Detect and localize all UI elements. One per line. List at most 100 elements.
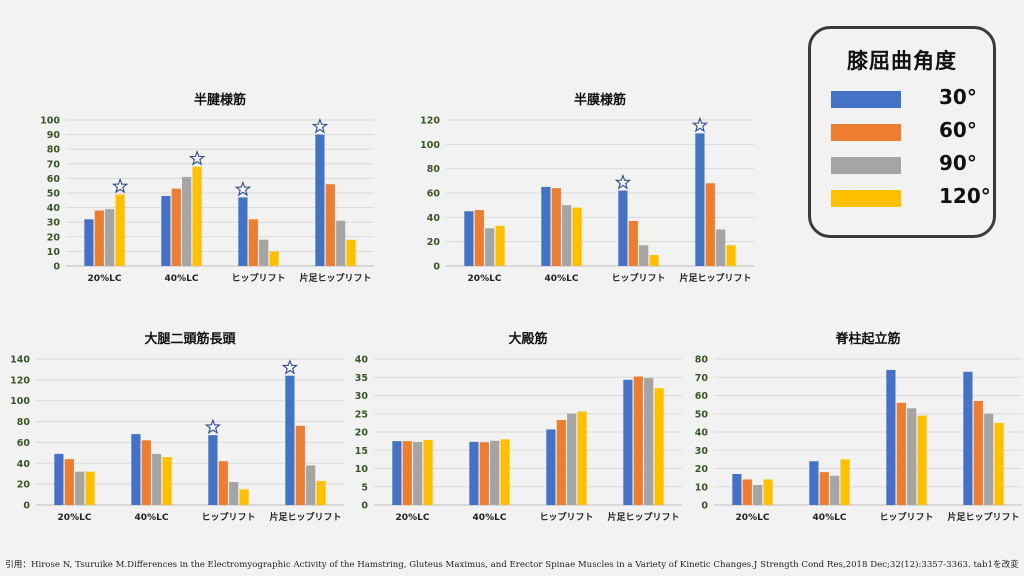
bar [141, 440, 151, 505]
y-tick-label: 40 [695, 428, 709, 439]
y-tick-label: 20 [17, 480, 31, 491]
y-tick-label: 25 [355, 409, 368, 420]
x-category-label: 40%LC [473, 513, 507, 523]
x-category-label: 20%LC [468, 274, 502, 284]
bar [238, 197, 248, 266]
bar [819, 472, 829, 505]
bar [182, 176, 192, 266]
bar [115, 194, 125, 266]
legend-swatch [831, 157, 901, 174]
bar [336, 220, 346, 266]
x-category-label: 20%LC [396, 513, 430, 523]
citation-text: 引用：Hirose N, Tsuruike M.Differences in t… [5, 560, 1019, 570]
bar [546, 429, 556, 505]
bar [402, 441, 412, 505]
y-tick-label: 140 [10, 355, 30, 366]
bar [809, 461, 819, 505]
bar [208, 435, 218, 505]
bar [75, 471, 85, 505]
x-category-label: ヒップリフト [231, 272, 285, 284]
bar [551, 188, 561, 266]
chart-title: 脊柱起立筋 [834, 331, 900, 347]
bar [105, 209, 115, 266]
y-tick-label: 5 [361, 482, 368, 493]
bar [162, 457, 172, 505]
y-tick-label: 35 [355, 373, 368, 384]
x-category-label: 20%LC [88, 274, 122, 284]
chart-biceps-femoris-long-head: 大腿二頭筋長頭 0 20 40 60 80 100 120 140 20%LC 40%LC ヒップリフ… [0, 325, 350, 525]
chart-svg: 半膜様筋 0 20 40 60 80 100 120 20%LC 40%LC ヒップリフト 片足ヒップ… [420, 92, 754, 284]
y-tick-label: 40 [427, 213, 441, 224]
bar [152, 453, 162, 505]
y-tick-label: 70 [47, 159, 61, 170]
y-tick-label: 0 [23, 501, 30, 512]
bar [639, 245, 649, 266]
bar [984, 413, 994, 505]
y-tick-label: 60 [17, 438, 31, 449]
bar [716, 229, 726, 266]
bar [577, 411, 587, 505]
bar [94, 210, 104, 266]
chart-semimembranosus: 半膜様筋 0 20 40 60 80 100 120 20%LC 40%LC ヒップリフト 片足ヒップ… [410, 86, 760, 286]
bar [54, 453, 64, 505]
legend-swatch [831, 124, 901, 141]
y-tick-label: 80 [695, 355, 709, 366]
legend-swatch [831, 91, 901, 108]
bar [695, 133, 705, 266]
bar [567, 413, 577, 505]
bar [830, 475, 840, 505]
chart-semitendinosus: 半腱様筋 0 10 20 30 40 50 60 70 80 90 100 20%LC 40%LC ヒップリ… [30, 86, 380, 286]
y-tick-label: 120 [10, 375, 30, 386]
y-tick-label: 20 [695, 464, 709, 475]
x-category-label: ヒップリフト [539, 511, 593, 523]
x-category-label: 40%LC [165, 274, 199, 284]
legend-label: 120° [939, 184, 991, 208]
bar [218, 461, 228, 505]
bar [556, 419, 566, 505]
bar [623, 379, 633, 505]
y-tick-label: 70 [695, 373, 709, 384]
bar [490, 440, 500, 505]
significance-star [111, 177, 129, 194]
y-tick-label: 0 [701, 501, 708, 512]
bar [485, 228, 495, 266]
legend-item-90: 90° [831, 151, 981, 175]
bar [742, 479, 752, 505]
chart-svg: 脊柱起立筋 0 10 20 30 40 50 60 70 80 20%LC 40%LC ヒップリフト 片足… [695, 331, 1022, 523]
y-tick-label: 20 [427, 237, 441, 248]
bar [500, 439, 510, 505]
y-tick-label: 50 [47, 189, 61, 200]
bar [423, 440, 433, 505]
y-tick-label: 40 [47, 203, 61, 214]
y-tick-label: 0 [53, 262, 60, 273]
bar [753, 484, 763, 505]
bar [64, 459, 74, 505]
y-tick-label: 50 [695, 409, 709, 420]
legend-label: 30° [939, 85, 977, 109]
y-tick-label: 10 [695, 482, 709, 493]
bar [973, 400, 983, 505]
chart-svg: 半腱様筋 0 10 20 30 40 50 60 70 80 90 100 20%LC 40%LC ヒップリ… [40, 92, 374, 284]
significance-star [614, 173, 632, 190]
y-tick-label: 80 [427, 164, 441, 175]
legend-swatch [831, 190, 901, 207]
chart-gluteus-maximus: 大殿筋 0 5 10 15 20 25 30 35 40 20%LC 40%LC ヒップリフト 片足ヒップ… [338, 325, 688, 525]
significance-star [281, 359, 299, 375]
significance-star [234, 180, 252, 197]
chart-title: 大腿二頭筋長頭 [144, 331, 236, 347]
x-category-label: ヒップリフト [611, 272, 665, 284]
bar [346, 239, 356, 266]
legend-label: 90° [939, 151, 977, 175]
chart-title: 半膜様筋 [574, 92, 626, 108]
bar [464, 211, 474, 266]
chart-title: 半腱様筋 [194, 92, 246, 108]
bar [840, 459, 850, 505]
y-tick-label: 15 [355, 446, 368, 457]
y-tick-label: 30 [695, 446, 709, 457]
significance-star [204, 418, 222, 435]
legend-label: 60° [939, 118, 977, 142]
y-tick-label: 20 [355, 428, 369, 439]
legend-item-60: 60° [831, 118, 981, 142]
bar [633, 376, 643, 505]
y-tick-label: 10 [355, 464, 369, 475]
